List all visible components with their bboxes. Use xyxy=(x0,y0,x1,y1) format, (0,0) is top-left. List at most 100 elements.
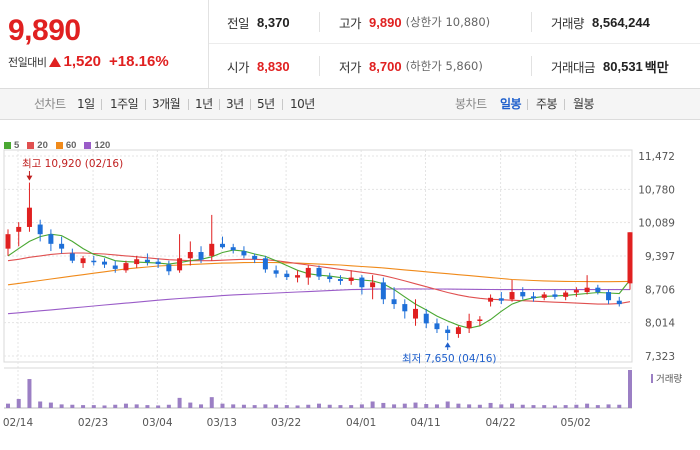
open-value: 8,830 xyxy=(257,58,290,74)
divider xyxy=(319,12,320,32)
candle-body xyxy=(520,292,526,297)
candle-body xyxy=(530,296,536,299)
tab-line-10y[interactable]: 10년 xyxy=(290,97,315,111)
tab-line-3m[interactable]: 3개월 xyxy=(152,97,181,111)
volume-bar xyxy=(370,401,375,408)
candle-body xyxy=(123,263,129,271)
high-label: 고가 xyxy=(339,15,362,31)
volume-bar xyxy=(542,405,547,408)
volume-bar xyxy=(59,404,64,408)
low-label: 저가 xyxy=(339,59,362,75)
x-tick-label: 03/22 xyxy=(271,417,301,429)
price-summary: 9,890 전일대비 1,520 +18.16% xyxy=(0,0,208,88)
volume-bar xyxy=(81,405,86,408)
period-toolbar: 선차트 1일 1주일 3개월 1년 3년 5년 10년 봉차트 일봉 주봉 월봉 xyxy=(0,88,700,120)
x-tick-label: 03/13 xyxy=(207,417,237,429)
divider xyxy=(188,99,189,110)
volume-bar xyxy=(27,379,32,408)
change-percent: +18.16% xyxy=(109,53,169,70)
info-row-2: 시가 8,830 저가 8,700 (하한가 5,860) 거래대금 80,53… xyxy=(209,44,700,88)
high-annotation: 최고 10,920 (02/16) xyxy=(22,158,123,170)
candle-body xyxy=(305,267,311,278)
volume-bar xyxy=(413,402,418,408)
volume-bar xyxy=(177,397,182,408)
candle-body xyxy=(295,275,301,278)
candle-body xyxy=(241,251,247,256)
volume-bar xyxy=(295,405,300,408)
volume-legend-swatch xyxy=(651,374,653,383)
candle-body xyxy=(102,261,108,265)
volume-bar xyxy=(102,405,107,408)
divider xyxy=(527,99,528,110)
x-tick-label: 03/04 xyxy=(142,417,173,429)
volume-bar xyxy=(402,403,407,408)
divider xyxy=(319,56,320,76)
volume-bar xyxy=(467,404,472,408)
high-value: 9,890 xyxy=(369,14,402,30)
candle-body xyxy=(348,277,354,281)
volume-bar xyxy=(585,403,590,408)
high-arrow-head xyxy=(26,175,33,181)
candle-body xyxy=(230,247,236,251)
divider xyxy=(250,99,251,110)
candle-body xyxy=(198,252,204,260)
line-chart-title: 선차트 xyxy=(34,97,66,111)
volume-bar xyxy=(510,403,515,408)
tab-line-1y[interactable]: 1년 xyxy=(195,97,213,111)
high-cell: 고가 9,890 (상한가 10,880) xyxy=(339,0,490,44)
candle-body xyxy=(284,273,290,278)
volume-bar xyxy=(327,404,332,408)
candle-body xyxy=(616,300,622,305)
y-tick-label: 11,472 xyxy=(638,151,675,163)
candle-body xyxy=(69,253,75,261)
candle-body xyxy=(80,258,86,264)
volume-bar xyxy=(38,401,43,408)
volume-bar xyxy=(563,405,568,408)
legend-ma60: 60 xyxy=(55,140,76,151)
volume-bar xyxy=(70,404,75,408)
candle-body xyxy=(112,265,118,269)
candle-body xyxy=(359,277,365,288)
volume-bar xyxy=(199,404,204,408)
candle-body xyxy=(509,292,515,300)
tab-candle-weekly[interactable]: 주봉 xyxy=(536,97,558,111)
candle-body xyxy=(134,259,140,265)
volume-bar xyxy=(488,402,493,408)
open-label: 시가 xyxy=(227,59,250,75)
volume-cell: 거래량 8,564,244 xyxy=(551,0,650,44)
candle-body xyxy=(37,224,43,235)
candle-body xyxy=(455,327,461,334)
tab-line-5y[interactable]: 5년 xyxy=(257,97,275,111)
candle-body xyxy=(584,287,590,293)
legend-ma5: 5 xyxy=(4,140,19,151)
divider xyxy=(101,99,102,110)
tab-line-1w[interactable]: 1주일 xyxy=(110,97,139,111)
volume-value: 8,564,244 xyxy=(592,14,650,30)
candle-body xyxy=(91,260,97,263)
tab-line-3y[interactable]: 3년 xyxy=(226,97,244,111)
tab-line-1d[interactable]: 1일 xyxy=(77,97,95,111)
volume-bar xyxy=(520,404,525,408)
volume-bar xyxy=(552,405,557,408)
candle-body xyxy=(552,294,558,297)
volume-legend-label: 거래량 xyxy=(656,373,682,385)
tab-candle-monthly[interactable]: 월봉 xyxy=(573,97,595,111)
current-price: 9,890 xyxy=(8,14,81,47)
divider xyxy=(219,99,220,110)
prev-close-cell: 전일 8,370 xyxy=(227,0,290,44)
candle-body xyxy=(273,270,279,274)
candle-body xyxy=(209,243,215,256)
trade-value-cell: 거래대금 80,531 백만 xyxy=(551,44,669,88)
divider xyxy=(282,99,283,110)
candle-body xyxy=(16,226,22,232)
volume-bar xyxy=(252,405,257,408)
divider xyxy=(564,99,565,110)
volume-bar xyxy=(445,401,450,408)
info-row-1: 전일 8,370 고가 9,890 (상한가 10,880) 거래량 8,564… xyxy=(209,0,700,44)
tab-candle-daily[interactable]: 일봉 xyxy=(500,97,522,111)
plot-frame xyxy=(3,149,633,363)
volume-bar xyxy=(274,404,279,408)
candle-body xyxy=(466,320,472,329)
open-cell: 시가 8,830 xyxy=(227,44,290,88)
